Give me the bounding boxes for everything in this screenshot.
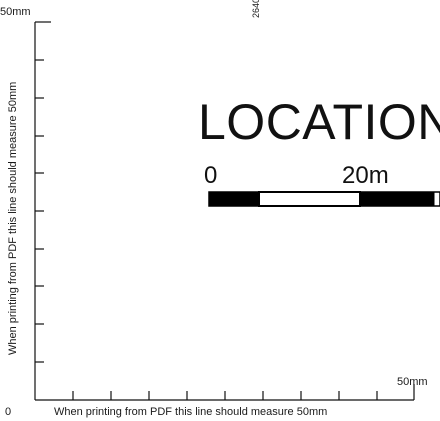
location-title: LOCATION (198, 94, 440, 150)
right-measure-label: 50mm (397, 376, 428, 388)
top-marker-label: 2640 (251, 0, 261, 18)
scale-bar-segment-black-2 (359, 191, 435, 207)
bottom-zero-label: 0 (5, 406, 12, 418)
scale-bar-outline (208, 191, 440, 207)
horizontal-measure-caption: When printing from PDF this line should … (54, 406, 328, 418)
scale-bar-segment-black-1 (208, 191, 260, 207)
scale-bar-end-label: 20m (342, 162, 389, 189)
top-left-measure-label: 50mm (0, 6, 31, 18)
scale-bar-segment-white (258, 191, 361, 207)
vertical-measure-caption: When printing from PDF this line should … (7, 81, 19, 355)
scale-bar-start-label: 0 (204, 162, 218, 189)
